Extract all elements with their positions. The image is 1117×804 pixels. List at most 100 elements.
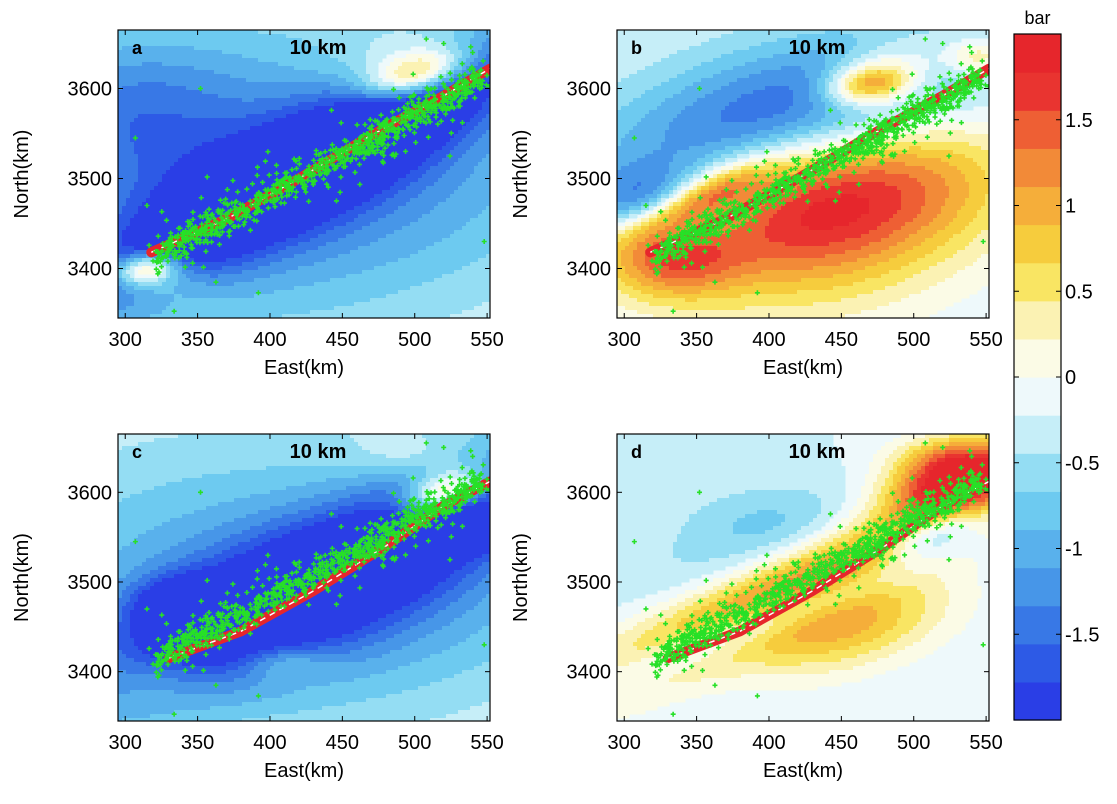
- field-cell: [370, 242, 375, 247]
- field-cell: [158, 82, 163, 87]
- field-cell: [170, 34, 175, 39]
- field-cell: [150, 206, 155, 211]
- field-cell: [206, 134, 211, 139]
- field-cell: [314, 210, 319, 215]
- field-cell: [466, 186, 471, 191]
- field-cell: [342, 98, 347, 103]
- field-cell: [258, 30, 263, 35]
- field-cell: [150, 58, 155, 63]
- field-cell: [254, 154, 259, 159]
- field-cell: [402, 154, 407, 159]
- field-cell: [190, 46, 195, 51]
- field-cell: [390, 134, 395, 139]
- field-cell: [414, 54, 419, 59]
- field-cell: [230, 86, 235, 91]
- field-cell: [350, 90, 355, 95]
- field-cell: [326, 138, 331, 143]
- field-cell: [134, 194, 139, 199]
- field-cell: [242, 162, 247, 167]
- field-cell: [150, 34, 155, 39]
- field-cell: [482, 54, 487, 59]
- field-cell: [238, 38, 243, 43]
- field-cell: [306, 110, 311, 115]
- field-cell: [170, 210, 175, 215]
- field-cell: [162, 170, 167, 175]
- field-cell: [314, 234, 319, 239]
- field-cell: [222, 146, 227, 151]
- field-cell: [366, 90, 371, 95]
- field-cell: [370, 222, 375, 227]
- field-cell: [242, 58, 247, 63]
- field-cell: [358, 218, 363, 223]
- field-cell: [294, 214, 299, 219]
- field-cell: [458, 206, 463, 211]
- field-cell: [370, 42, 375, 47]
- field-cell: [310, 54, 315, 59]
- field-cell: [262, 110, 267, 115]
- field-cell: [130, 178, 135, 183]
- field-cell: [130, 90, 135, 95]
- field-cell: [478, 238, 483, 243]
- field-cell: [242, 102, 247, 107]
- field-cell: [442, 74, 447, 79]
- field-cell: [442, 150, 447, 155]
- field-cell: [254, 106, 259, 111]
- field-cell: [470, 122, 475, 127]
- field-cell: [258, 58, 263, 63]
- field-cell: [302, 158, 307, 163]
- field-cell: [138, 54, 143, 59]
- field-cell: [434, 234, 439, 239]
- field-cell: [458, 214, 463, 219]
- field-cell: [458, 46, 463, 51]
- field-cell: [426, 66, 431, 71]
- field-cell: [378, 198, 383, 203]
- field-cell: [150, 114, 155, 119]
- field-cell: [214, 150, 219, 155]
- field-cell: [334, 66, 339, 71]
- field-cell: [398, 102, 403, 107]
- field-cell: [354, 110, 359, 115]
- field-cell: [422, 202, 427, 207]
- field-cell: [462, 138, 467, 143]
- field-cell: [258, 174, 263, 179]
- field-cell: [282, 126, 287, 131]
- field-cell: [406, 162, 411, 167]
- field-cell: [318, 122, 323, 127]
- field-cell: [222, 30, 227, 35]
- field-cell: [162, 190, 167, 195]
- field-cell: [258, 54, 263, 59]
- field-cell: [466, 46, 471, 51]
- field-cell: [210, 158, 215, 163]
- field-cell: [126, 90, 131, 95]
- field-cell: [434, 238, 439, 243]
- field-cell: [250, 222, 255, 227]
- field-cell: [298, 146, 303, 151]
- field-cell: [118, 130, 123, 135]
- field-cell: [286, 98, 291, 103]
- field-cell: [178, 222, 183, 227]
- field-cell: [290, 42, 295, 47]
- field-cell: [166, 74, 171, 79]
- field-cell: [350, 238, 355, 243]
- field-cell: [274, 238, 279, 243]
- field-cell: [206, 102, 211, 107]
- field-cell: [122, 94, 127, 99]
- field-cell: [234, 90, 239, 95]
- field-cell: [222, 90, 227, 95]
- field-cell: [454, 226, 459, 231]
- field-cell: [306, 54, 311, 59]
- field-cell: [474, 194, 479, 199]
- field-cell: [178, 58, 183, 63]
- field-cell: [294, 218, 299, 223]
- field-cell: [366, 158, 371, 163]
- field-cell: [346, 82, 351, 87]
- field-cell: [158, 146, 163, 151]
- field-cell: [486, 102, 490, 107]
- field-cell: [238, 146, 243, 151]
- field-cell: [362, 214, 367, 219]
- field-cell: [134, 178, 139, 183]
- field-cell: [342, 38, 347, 43]
- field-cell: [378, 158, 383, 163]
- field-cell: [402, 162, 407, 167]
- field-cell: [146, 222, 151, 227]
